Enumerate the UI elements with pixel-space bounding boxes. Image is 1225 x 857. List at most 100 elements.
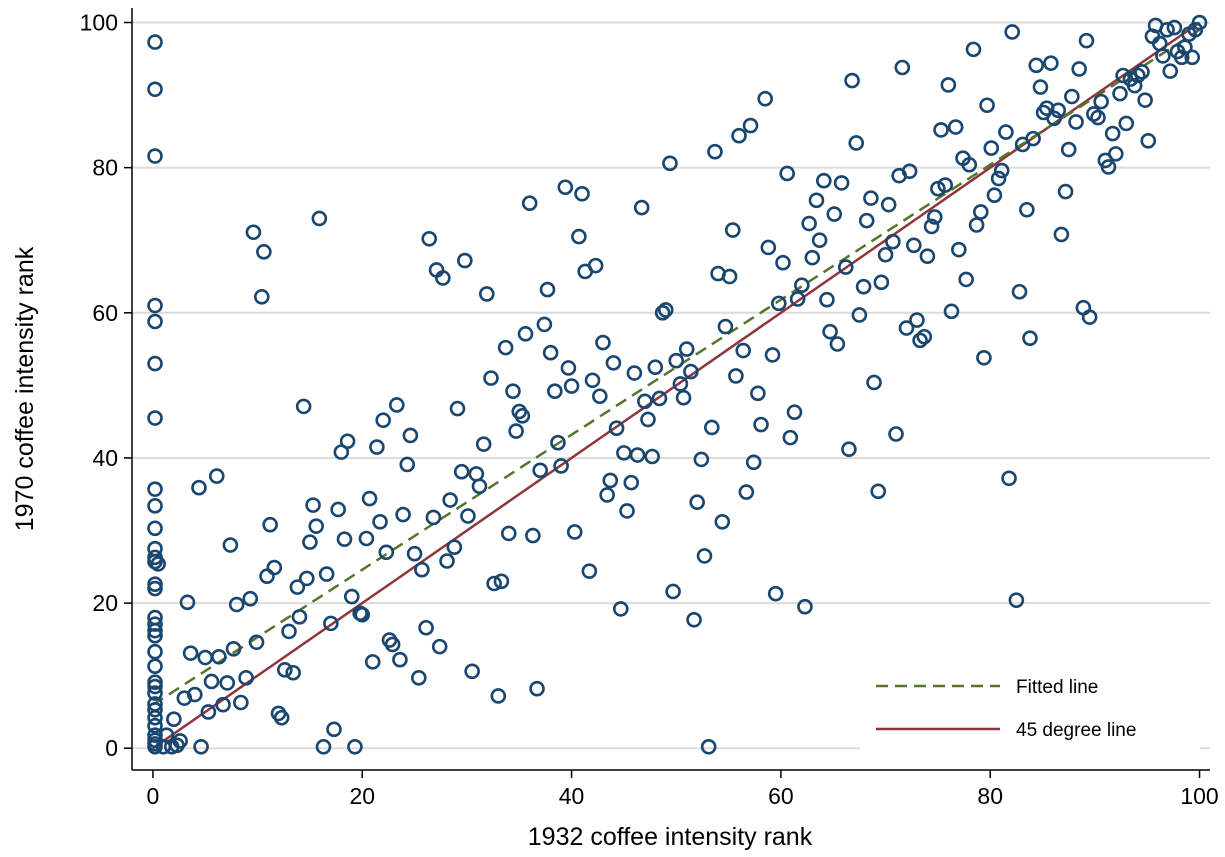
data-point	[468, 466, 485, 482]
data-point	[208, 468, 225, 484]
data-point	[517, 326, 534, 342]
data-point	[1001, 470, 1017, 487]
data-point	[442, 492, 458, 508]
data-point	[439, 553, 455, 569]
data-point	[147, 576, 163, 593]
data-point	[767, 585, 784, 602]
data-point	[277, 662, 293, 678]
data-point	[804, 249, 821, 266]
data-point	[789, 291, 806, 307]
data-point	[640, 411, 656, 428]
data-point	[536, 316, 553, 333]
x-axis-ticks: 0 20 40 60 80 100	[147, 770, 1219, 809]
data-point	[947, 119, 964, 135]
data-point	[508, 423, 524, 439]
data-point	[675, 389, 692, 406]
data-point	[166, 711, 182, 728]
data-point	[375, 412, 391, 429]
data-point	[1104, 125, 1121, 142]
data-point	[937, 177, 954, 193]
data-point	[505, 383, 521, 399]
data-point	[392, 651, 408, 668]
data-point	[418, 619, 434, 636]
data-point	[940, 77, 957, 93]
data-point	[147, 498, 163, 514]
data-point	[414, 561, 430, 578]
data-point	[1162, 63, 1179, 79]
axes	[131, 8, 1210, 771]
data-point	[1025, 130, 1041, 147]
data-point	[592, 388, 608, 405]
x-tick-label: 80	[977, 783, 1003, 809]
data-point	[1140, 133, 1157, 149]
data-point	[998, 124, 1014, 140]
data-point	[816, 172, 832, 189]
data-point	[707, 143, 723, 160]
data-point	[599, 487, 615, 503]
data-point	[147, 616, 163, 632]
data-point	[990, 170, 1007, 187]
data-point	[273, 709, 290, 726]
y-tick-label: 100	[80, 10, 118, 36]
data-point	[147, 727, 163, 743]
data-point	[563, 378, 580, 394]
data-point	[1134, 64, 1150, 80]
data-point	[647, 359, 664, 376]
data-point	[678, 341, 695, 357]
y-tick-label: 60	[92, 300, 118, 326]
data-point	[672, 376, 689, 392]
data-point	[147, 481, 163, 497]
data-point	[1057, 183, 1074, 200]
data-point	[361, 490, 378, 507]
data-point	[1050, 102, 1067, 119]
data-point	[894, 59, 911, 76]
data-point	[808, 192, 825, 209]
data-point	[1112, 85, 1128, 102]
data-point	[289, 579, 306, 595]
data-point	[369, 439, 385, 455]
data-point	[147, 34, 163, 50]
data-point	[532, 462, 548, 479]
data-point	[500, 525, 517, 542]
data-points	[147, 14, 1208, 755]
data-point	[668, 352, 685, 369]
data-point	[717, 318, 734, 335]
legend-box	[860, 665, 1200, 760]
data-point	[471, 478, 488, 495]
data-point	[326, 721, 342, 738]
data-point	[147, 658, 163, 675]
data-point	[425, 509, 442, 526]
data-point	[863, 190, 879, 206]
data-point	[238, 670, 254, 686]
data-point	[654, 304, 671, 321]
data-point	[696, 548, 713, 564]
data-point	[147, 717, 163, 734]
data-point	[256, 244, 272, 260]
data-point	[608, 420, 625, 436]
data-point	[147, 674, 163, 690]
data-point	[721, 268, 738, 285]
data-point	[521, 195, 538, 212]
data-point	[388, 397, 405, 413]
data-point	[449, 400, 466, 417]
reference-lines	[152, 21, 1201, 750]
data-point	[172, 733, 188, 749]
data-point	[750, 385, 766, 402]
data-point	[901, 163, 918, 180]
data-point	[1043, 55, 1059, 71]
data-point	[983, 140, 1000, 156]
x-tick-label: 100	[1180, 783, 1218, 809]
data-point	[557, 179, 574, 196]
data-point	[323, 615, 339, 632]
data-point	[612, 601, 629, 617]
data-point	[295, 398, 312, 415]
data-point	[147, 643, 163, 660]
y-tick-label: 0	[105, 735, 118, 761]
data-point	[200, 704, 217, 720]
data-point	[587, 257, 604, 274]
data-point	[1071, 61, 1087, 77]
data-point	[775, 254, 791, 271]
data-point	[1046, 110, 1062, 127]
data-point	[215, 696, 231, 713]
data-point	[305, 497, 321, 513]
